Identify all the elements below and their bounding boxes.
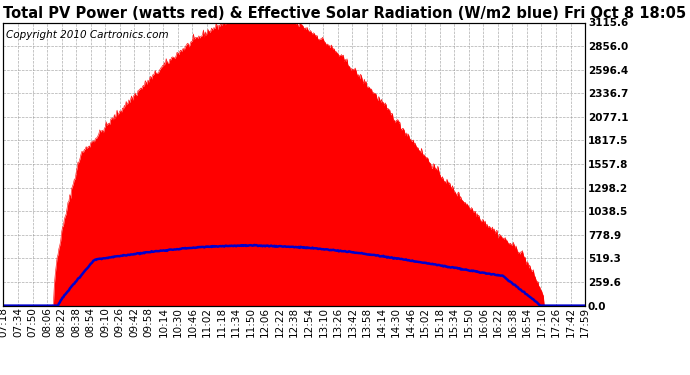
Text: Copyright 2010 Cartronics.com: Copyright 2010 Cartronics.com [6, 30, 169, 40]
Text: Total PV Power (watts red) & Effective Solar Radiation (W/m2 blue) Fri Oct 8 18:: Total PV Power (watts red) & Effective S… [3, 6, 687, 21]
